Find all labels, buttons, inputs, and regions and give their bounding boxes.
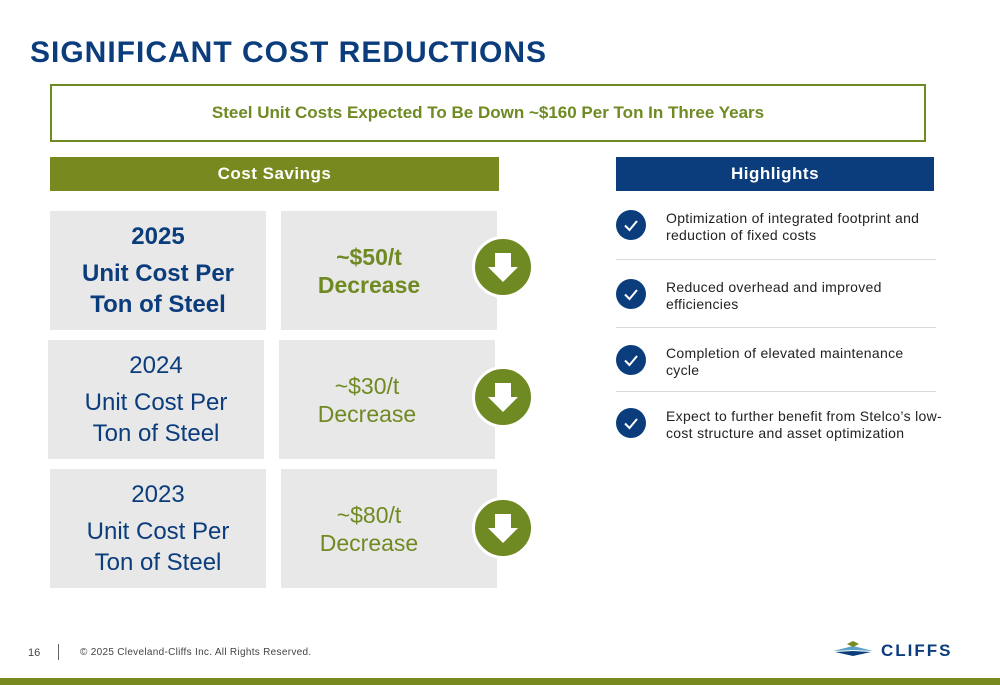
value-box-2025: ~$50/t Decrease xyxy=(281,211,497,330)
highlight-text: Optimization of integrated footprint and… xyxy=(666,210,920,243)
highlight-item: Expect to further benefit from Stelco’s … xyxy=(616,408,946,442)
metric-label: Unit Cost Per Ton of Steel xyxy=(81,259,234,318)
year-label: 2024 xyxy=(129,351,183,379)
year-box-2025: 2025 Unit Cost Per Ton of Steel xyxy=(50,211,266,330)
year-box-2024: 2024 Unit Cost Per Ton of Steel xyxy=(48,340,264,459)
arrow-down-icon xyxy=(472,236,534,298)
divider xyxy=(616,327,936,328)
highlight-item: Completion of elevated maintenance cycle xyxy=(616,345,936,379)
check-icon xyxy=(616,210,646,240)
amount-label: ~$50/t xyxy=(336,243,402,270)
check-icon xyxy=(616,279,646,309)
year-box-2023: 2023 Unit Cost Per Ton of Steel xyxy=(50,469,266,588)
year-label: 2023 xyxy=(131,480,185,508)
amount-label: ~$80/t xyxy=(336,501,402,528)
year-label: 2025 xyxy=(131,222,185,250)
page-number: 16 xyxy=(28,647,41,659)
copyright-text: © 2025 Cleveland-Cliffs Inc. All Rights … xyxy=(80,647,312,658)
metric-label: Unit Cost Per Ton of Steel xyxy=(84,388,228,447)
highlight-text: Completion of elevated maintenance cycle xyxy=(666,345,904,378)
value-box-2023: ~$80/t Decrease xyxy=(281,469,497,588)
change-label: Decrease xyxy=(317,400,417,427)
divider xyxy=(616,259,936,260)
change-label: Decrease xyxy=(317,271,421,298)
company-logo: CLIFFS xyxy=(833,640,953,662)
highlights-header: Highlights xyxy=(616,157,934,191)
amount-label: ~$30/t xyxy=(334,372,400,399)
change-label: Decrease xyxy=(319,529,419,556)
highlight-text: Expect to further benefit from Stelco’s … xyxy=(666,408,942,441)
check-icon xyxy=(616,345,646,375)
arrow-down-icon xyxy=(472,366,534,428)
highlight-item: Reduced overhead and improved efficienci… xyxy=(616,279,936,313)
arrow-down-icon xyxy=(472,497,534,559)
highlight-item: Optimization of integrated footprint and… xyxy=(616,210,936,244)
cliffs-logo-icon xyxy=(833,641,873,656)
check-icon xyxy=(616,408,646,438)
cost-savings-header-label: Cost Savings xyxy=(217,164,332,183)
bottom-accent-bar xyxy=(0,678,1000,685)
summary-banner: Steel Unit Costs Expected To Be Down ~$1… xyxy=(50,84,926,142)
divider xyxy=(616,391,936,392)
metric-label: Unit Cost Per Ton of Steel xyxy=(86,517,230,576)
highlights-header-label: Highlights xyxy=(730,164,820,183)
footer-separator xyxy=(58,644,59,660)
logo-text: CLIFFS xyxy=(881,641,953,660)
summary-banner-text: Steel Unit Costs Expected To Be Down ~$1… xyxy=(211,103,765,122)
value-box-2024: ~$30/t Decrease xyxy=(279,340,495,459)
highlight-text: Reduced overhead and improved efficienci… xyxy=(666,279,882,312)
cost-savings-header: Cost Savings xyxy=(50,157,499,191)
page-title: SIGNIFICANT COST REDUCTIONS xyxy=(30,36,548,69)
